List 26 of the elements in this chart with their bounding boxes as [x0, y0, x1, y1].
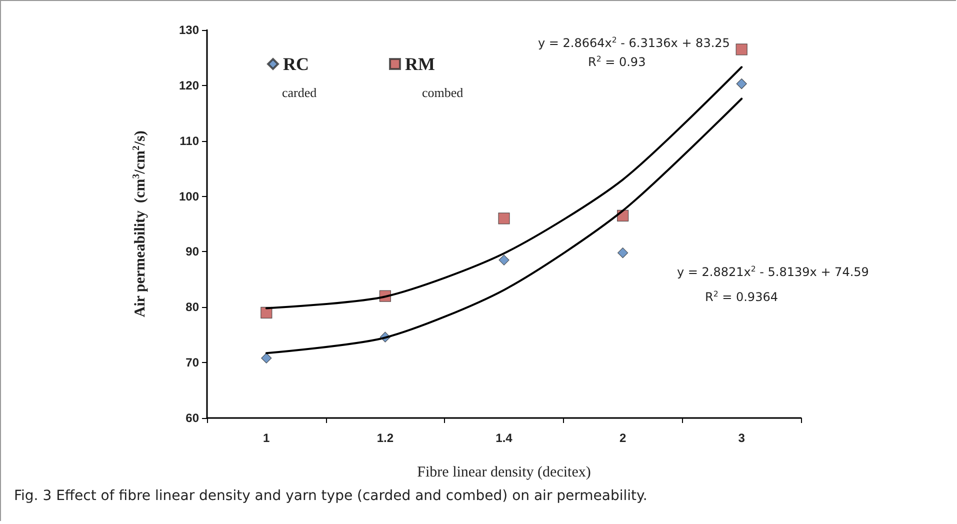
x-tick-label: 1.4	[496, 431, 513, 445]
y-axis-title: Air permeability (cm3/cm2/s)	[131, 130, 148, 318]
point	[736, 78, 747, 90]
point	[261, 352, 272, 364]
legend-label: RC	[283, 54, 309, 74]
y-tick-label: 120	[178, 78, 200, 92]
point	[736, 44, 748, 56]
x-tick-label: 2	[619, 431, 626, 445]
legend-label: RM	[405, 54, 435, 74]
x-tick-label: 3	[738, 431, 746, 445]
y-tick-label: 90	[186, 244, 200, 259]
y-tick-label: 130	[178, 23, 200, 37]
y-tick-label: 70	[186, 356, 200, 370]
caption: Fig. 3 Effect of fibre linear density and yarn type (carded and combed) on air permeability.	[14, 488, 648, 504]
y-tick-label: 60	[186, 411, 200, 425]
point	[498, 212, 510, 224]
y-tick-label: 100	[178, 189, 200, 204]
annotation: combed	[422, 85, 464, 100]
x-tick-label: 1	[263, 431, 270, 445]
point	[618, 248, 628, 258]
annotation: carded	[282, 85, 318, 100]
x-tick-label: 1.2	[376, 431, 394, 445]
x-axis-title: Fibre linear density (decitex)	[417, 464, 591, 480]
y-tick-label: 110	[180, 134, 200, 148]
y-tick-label: 80	[186, 300, 200, 314]
point	[498, 254, 510, 266]
